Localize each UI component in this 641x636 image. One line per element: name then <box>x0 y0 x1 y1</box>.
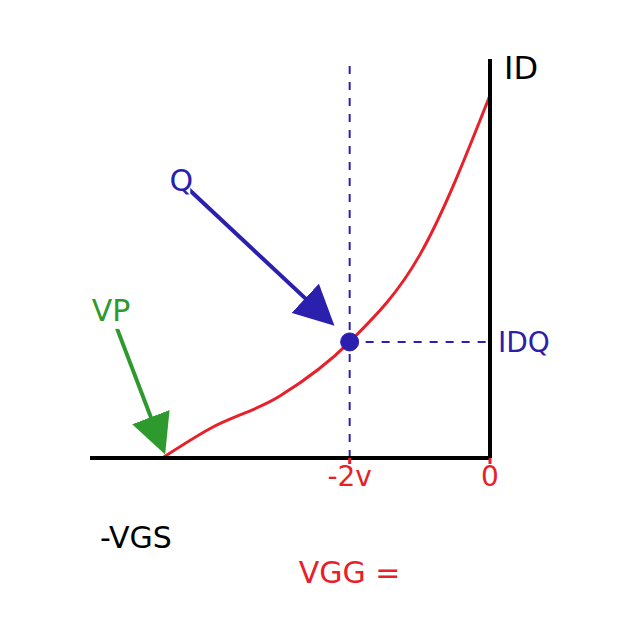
svg-text:IDQ: IDQ <box>498 326 550 359</box>
svg-text:VP: VP <box>92 293 131 328</box>
svg-text:-VGS: -VGS <box>100 520 172 555</box>
svg-text:ID: ID <box>504 49 538 87</box>
svg-text:Q: Q <box>169 163 193 198</box>
svg-text:-2v: -2v <box>327 460 372 493</box>
svg-text:0: 0 <box>481 460 499 493</box>
svg-text:VGG =: VGG = <box>299 555 401 590</box>
